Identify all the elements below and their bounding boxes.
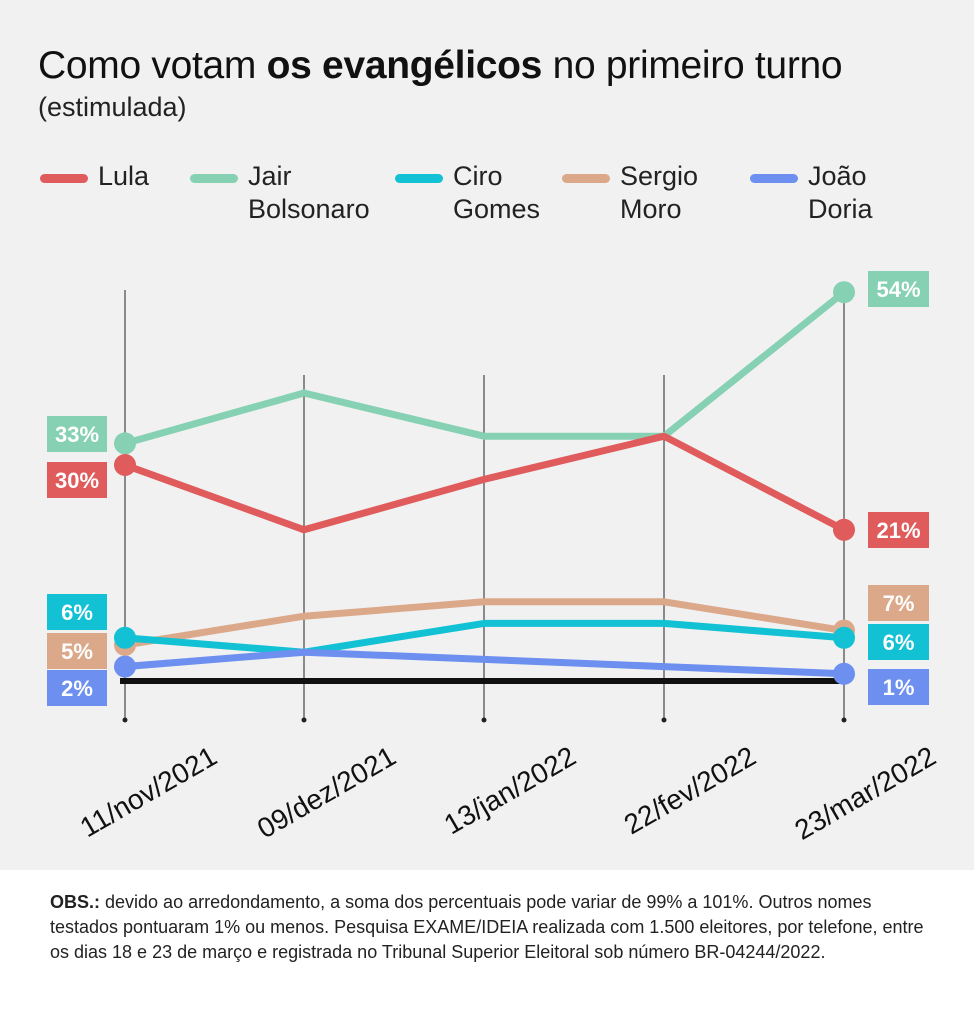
point-start-joao-doria <box>114 655 136 678</box>
value-label-start-lula-box <box>47 462 107 498</box>
value-label-end-jair-bolsonaro-box <box>868 271 929 307</box>
value-label-end-lula-box <box>868 512 929 548</box>
tick-dot-3 <box>661 717 667 723</box>
point-start-ciro-gomes <box>114 626 136 649</box>
value-label-start-joao-doria-box <box>47 670 107 706</box>
series-line-lula <box>121 432 848 534</box>
series-line-ciro-gomes <box>121 619 848 656</box>
series-line-sergio-moro <box>121 598 848 649</box>
x-tick-label-3: 22/fev/2022 <box>619 740 761 840</box>
legend-swatch-ciro <box>395 174 443 183</box>
value-label-start-jair-bolsonaro-box <box>47 416 107 452</box>
legend-label-ciro: Ciro Gomes <box>453 161 541 224</box>
legend-label-lula: Lula <box>98 161 150 191</box>
tick-dot-1 <box>301 717 307 723</box>
value-label-start-joao-doria: 2% <box>61 676 93 701</box>
value-label-end-joao-doria-box <box>868 669 929 705</box>
chart-subtitle: (estimulada) <box>38 92 187 122</box>
line-chart: 33% 54% 30% 21% 5% 7% 6% 6% 2% 1% 11/nov/2021 09/de… <box>47 271 941 846</box>
legend-label-moro: Sergio Moro <box>620 161 699 224</box>
value-label-start-ciro-gomes-box <box>47 594 107 630</box>
chart-title: Como votam os evangélicos no primeiro tu… <box>38 44 843 87</box>
x-tick-label-4: 23/mar/2022 <box>789 740 941 845</box>
value-label-start-jair-bolsonaro: 33% <box>55 422 99 447</box>
series-line-jair-bolsonaro <box>121 288 848 447</box>
legend-label-doria: João Doria <box>808 161 873 224</box>
point-end-jair-bolsonaro <box>833 281 855 304</box>
point-end-joao-doria <box>833 662 855 685</box>
value-label-end-sergio-moro-box <box>868 585 929 621</box>
tick-dot-4 <box>841 717 847 723</box>
series-line-joao-doria <box>121 648 848 678</box>
legend-label-bolsonaro: Jair Bolsonaro <box>248 161 370 224</box>
point-end-ciro-gomes <box>833 626 855 649</box>
point-end-lula <box>833 518 855 541</box>
value-label-start-sergio-moro: 5% <box>61 639 93 664</box>
point-start-lula <box>114 454 136 476</box>
legend-swatch-moro <box>562 174 610 183</box>
legend-swatch-bolsonaro <box>190 174 238 183</box>
chart-panel: Como votam os evangélicos no primeiro tu… <box>0 0 974 870</box>
value-label-start-sergio-moro-box <box>47 633 107 669</box>
value-label-end-ciro-gomes: 6% <box>883 630 915 655</box>
legend-swatch-doria <box>750 174 798 183</box>
legend-swatch-lula <box>40 174 88 183</box>
tick-dot-2 <box>481 717 487 723</box>
x-tick-label-2: 13/jan/2022 <box>439 740 581 840</box>
value-label-start-ciro-gomes: 6% <box>61 600 93 625</box>
tick-dot-0 <box>122 717 128 723</box>
footnote: OBS.: devido ao arredondamento, a soma d… <box>50 892 924 962</box>
value-label-end-joao-doria: 1% <box>883 675 915 700</box>
value-label-end-sergio-moro: 7% <box>883 591 915 616</box>
x-tick-label-1: 09/dez/2021 <box>252 740 401 844</box>
value-label-end-ciro-gomes-box <box>868 624 929 660</box>
x-tick-label-0: 11/nov/2021 <box>75 740 222 843</box>
value-label-end-lula: 21% <box>876 518 920 543</box>
value-label-start-lula: 30% <box>55 468 99 493</box>
point-start-jair-bolsonaro <box>114 432 136 455</box>
value-label-end-jair-bolsonaro: 54% <box>876 277 920 302</box>
